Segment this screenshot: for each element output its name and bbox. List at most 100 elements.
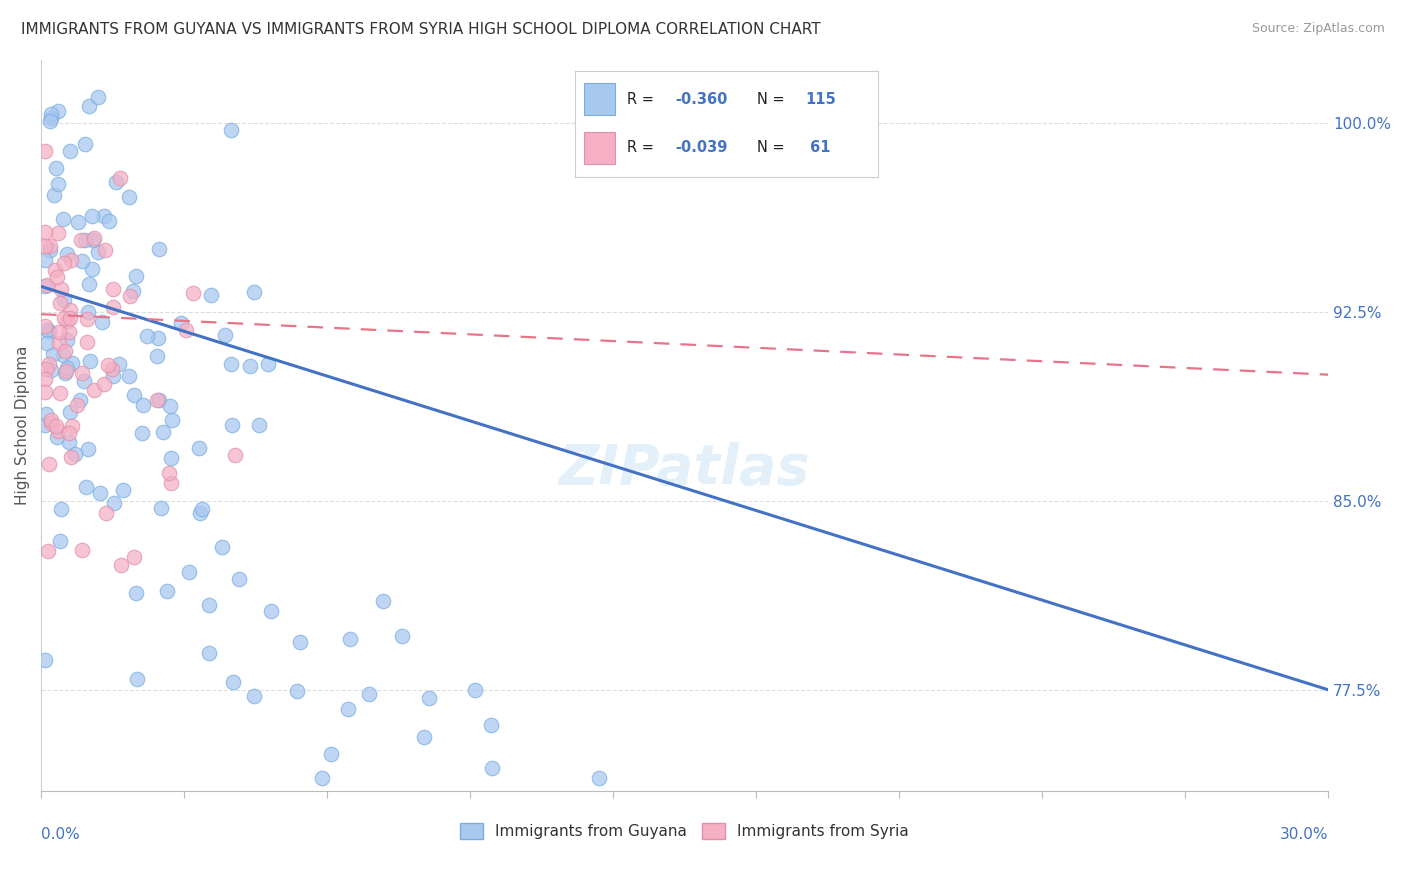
Point xyxy=(49,386,72,401)
Point xyxy=(104,175,127,189)
Point xyxy=(221,417,243,432)
Point xyxy=(150,500,173,515)
Point xyxy=(76,304,98,318)
Point xyxy=(60,450,83,464)
Point xyxy=(260,604,283,618)
Point xyxy=(98,214,121,228)
Point xyxy=(157,467,180,481)
Point xyxy=(48,335,70,350)
Point xyxy=(52,211,75,226)
Point xyxy=(53,366,76,380)
Point xyxy=(51,283,73,297)
Point xyxy=(66,399,89,413)
Point xyxy=(39,107,62,121)
Point xyxy=(58,435,80,450)
Point xyxy=(311,771,333,785)
Point xyxy=(146,392,169,407)
Point xyxy=(124,550,146,565)
Point xyxy=(219,357,242,371)
Point xyxy=(359,687,381,701)
Point xyxy=(46,104,69,119)
Point xyxy=(108,357,131,371)
Point xyxy=(38,113,60,128)
Point xyxy=(125,586,148,600)
Text: 0.0%: 0.0% xyxy=(41,827,80,842)
Point xyxy=(46,226,69,240)
Point xyxy=(160,451,183,466)
Text: Source: ZipAtlas.com: Source: ZipAtlas.com xyxy=(1251,22,1385,36)
Point xyxy=(56,333,79,347)
Point xyxy=(214,328,236,343)
Point xyxy=(242,689,264,703)
Point xyxy=(34,278,56,293)
Point xyxy=(56,247,79,261)
Point xyxy=(160,413,183,427)
Point xyxy=(45,419,67,434)
Point xyxy=(44,262,66,277)
Point xyxy=(34,417,56,432)
Point xyxy=(63,447,86,461)
Point xyxy=(211,540,233,554)
Point xyxy=(224,448,246,462)
Point xyxy=(90,315,112,329)
Point xyxy=(118,369,141,384)
Point xyxy=(53,310,76,325)
Point xyxy=(481,761,503,775)
Point xyxy=(58,325,80,339)
Point xyxy=(93,209,115,223)
Point xyxy=(191,501,214,516)
Point xyxy=(371,593,394,607)
Point xyxy=(35,335,58,350)
Point xyxy=(60,356,83,370)
Point xyxy=(37,322,59,336)
Point xyxy=(38,357,60,371)
Point xyxy=(77,277,100,291)
Point xyxy=(228,572,250,586)
Point xyxy=(41,362,63,376)
Point xyxy=(42,347,65,361)
Point xyxy=(124,269,146,284)
Point xyxy=(247,417,270,432)
Point xyxy=(122,388,145,402)
Point xyxy=(257,357,280,371)
Point xyxy=(319,747,342,761)
Point xyxy=(49,534,72,549)
Point xyxy=(159,475,181,490)
Point xyxy=(39,413,62,427)
Point xyxy=(39,416,62,430)
Point xyxy=(93,376,115,391)
Point xyxy=(58,425,80,440)
Point xyxy=(101,362,124,376)
Text: ZIPatlas: ZIPatlas xyxy=(558,442,810,496)
Point xyxy=(336,702,359,716)
Point xyxy=(148,242,170,256)
Point xyxy=(76,312,98,326)
Point xyxy=(464,682,486,697)
Point xyxy=(103,496,125,510)
Point xyxy=(69,393,91,408)
Text: 30.0%: 30.0% xyxy=(1279,827,1329,842)
Point xyxy=(80,209,103,223)
Point xyxy=(198,598,221,612)
Point xyxy=(34,319,56,334)
Point xyxy=(391,629,413,643)
Point xyxy=(77,99,100,113)
Point xyxy=(418,691,440,706)
Point xyxy=(59,303,82,318)
Point xyxy=(110,558,132,572)
Point xyxy=(70,234,93,248)
Point xyxy=(60,252,83,267)
Point xyxy=(87,244,110,259)
Point xyxy=(118,190,141,204)
Point xyxy=(159,399,181,413)
Point xyxy=(55,364,77,378)
Point xyxy=(52,348,75,362)
Point xyxy=(156,583,179,598)
Point xyxy=(179,565,201,579)
Point xyxy=(83,384,105,398)
Y-axis label: High School Diploma: High School Diploma xyxy=(15,345,30,505)
Point xyxy=(34,253,56,268)
Point xyxy=(242,285,264,299)
Point xyxy=(222,674,245,689)
Point xyxy=(76,335,98,350)
